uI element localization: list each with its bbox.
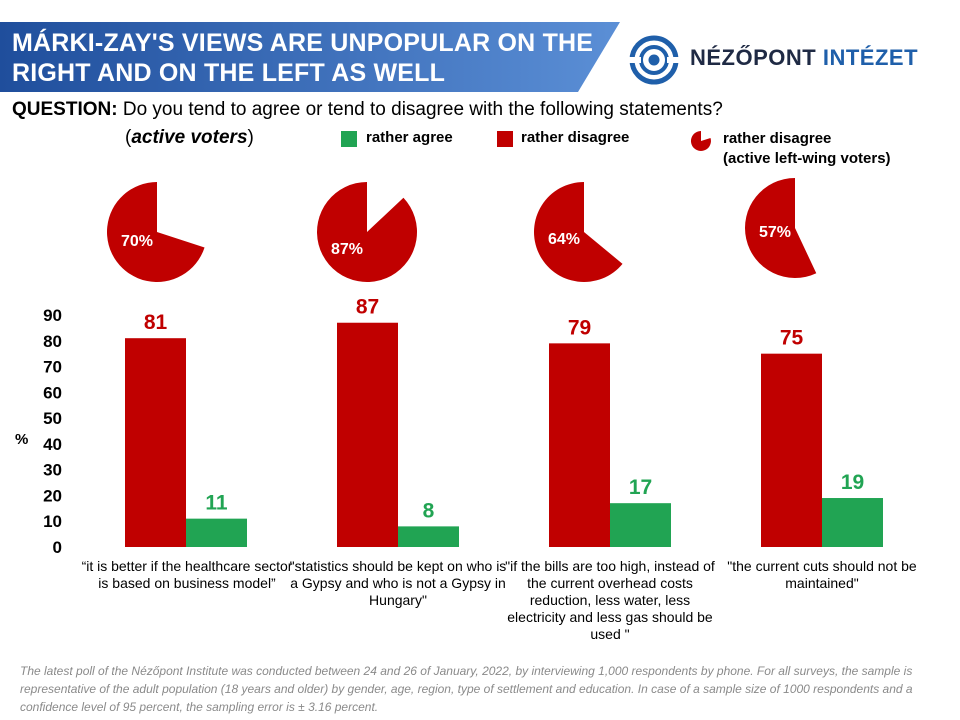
question: QUESTION: Do you tend to agree or tend t… [12,99,723,121]
bar-value-label-disagree: 87 [356,296,379,319]
brand-name-main: NÉZŐPONT [690,45,823,70]
pie-value-label: 87% [331,241,363,258]
bar-rather-agree [186,518,247,547]
y-tick-label: 70 [43,358,62,377]
legend-swatch-agree [341,131,357,147]
eye-logo-icon [628,35,680,85]
sample-text: active voters [131,127,248,148]
y-tick-label: 90 [43,306,62,325]
bar-value-label-agree: 19 [841,471,864,494]
y-tick-label: 30 [43,461,62,480]
bar-value-label-disagree: 79 [568,316,591,339]
bar-rather-disagree [125,338,186,547]
brand-name: NÉZŐPONT INTÉZET [690,45,918,71]
page-title: MÁRKI-ZAY'S VIEWS ARE UNPOPULAR ON THE R… [12,29,594,87]
bar-value-label-disagree: 81 [144,311,168,334]
legend-label-left-disagree-line1: rather disagree [723,130,832,147]
y-tick-label: 60 [43,383,62,402]
title-banner [0,22,620,92]
sample-open: ( [125,127,132,148]
pie-slice-left-disagree [317,182,418,282]
question-text: Do you tend to agree or tend to disagree… [122,99,723,120]
pie-value-label: 64% [548,231,580,248]
legend-label-disagree: rather disagree [521,129,630,146]
category-label: "if the bills are too high, instead of t… [505,558,715,642]
y-tick-label: 20 [43,486,62,505]
y-tick-label: 80 [43,332,62,351]
y-tick-label: 50 [43,409,62,428]
legend-pie-icon [690,130,711,151]
pie-slice-left-disagree [534,182,623,283]
bar-rather-agree [610,503,671,547]
category-label: "statistics should be kept on who is a G… [289,558,507,608]
legend-label-left-disagree-line2: (active left-wing voters) [723,150,891,167]
brand-logo: NÉZŐPONT INTÉZET [628,34,948,86]
category-label: “it is better if the healthcare sector i… [81,558,293,591]
footnote: The latest poll of the Nézőpont Institut… [20,664,913,714]
sample-close: ) [247,127,254,148]
pie-slice-left-disagree [744,178,817,278]
bar-rather-agree [822,498,883,547]
question-label: QUESTION: [12,99,118,120]
pie-value-label: 70% [121,233,153,250]
category-label: "the current cuts should not be maintain… [727,558,917,591]
pie-slice-left-disagree [106,182,205,282]
bar-value-label-disagree: 75 [780,327,804,350]
y-tick-label: 40 [43,435,62,454]
bar-value-label-agree: 8 [423,499,435,522]
legend-label-agree: rather agree [366,129,453,146]
brand-name-accent: INTÉZET [822,45,919,70]
y-axis-label: % [15,431,29,448]
bar-rather-disagree [761,353,822,547]
legend-swatch-disagree [497,131,513,147]
legend-label-left-disagree: rather disagree (active left-wing voters… [723,129,891,169]
sample-note: (active voters) [125,127,254,149]
bar-value-label-agree: 17 [629,476,652,499]
bar-rather-disagree [337,322,398,547]
y-tick-label: 0 [53,538,62,557]
bar-rather-disagree [549,343,610,547]
pie-value-label: 57% [759,224,791,241]
y-tick-label: 10 [43,512,62,531]
bar-rather-agree [398,526,459,547]
bar-value-label-agree: 11 [205,492,228,515]
